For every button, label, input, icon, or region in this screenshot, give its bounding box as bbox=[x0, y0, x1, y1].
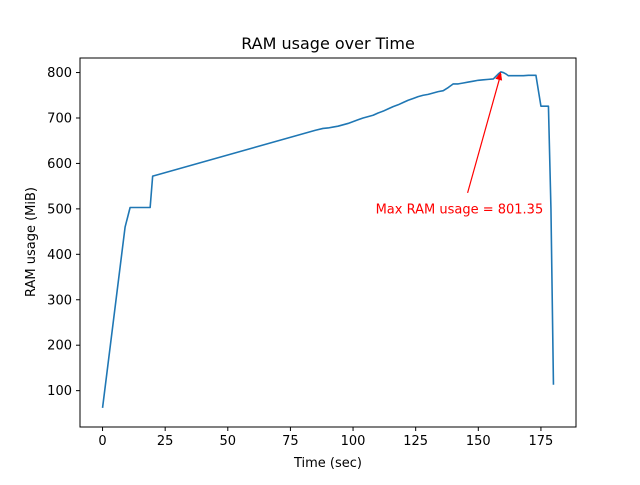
y-tick-label: 500 bbox=[47, 202, 72, 217]
x-tick-label: 125 bbox=[403, 434, 428, 449]
x-tick-label: 0 bbox=[98, 434, 106, 449]
chart-title: RAM usage over Time bbox=[241, 34, 415, 53]
y-tick-label: 700 bbox=[47, 111, 72, 126]
y-tick-label: 300 bbox=[47, 293, 72, 308]
x-tick-label: 50 bbox=[220, 434, 237, 449]
x-tick-label: 75 bbox=[282, 434, 299, 449]
x-tick-label: 100 bbox=[341, 434, 366, 449]
y-tick-label: 800 bbox=[47, 66, 72, 81]
y-tick-label: 100 bbox=[47, 384, 72, 399]
x-tick-label: 175 bbox=[529, 434, 554, 449]
annotation-label: Max RAM usage = 801.35 bbox=[376, 202, 544, 217]
ram-usage-line bbox=[101, 71, 555, 409]
y-tick-label: 200 bbox=[47, 339, 72, 354]
annotation-arrow bbox=[467, 73, 502, 194]
x-axis-label: Time (sec) bbox=[293, 456, 362, 471]
y-tick-label: 600 bbox=[47, 157, 72, 172]
x-tick-label: 150 bbox=[466, 434, 491, 449]
annotation-arrowhead bbox=[495, 71, 503, 81]
x-tick-label: 25 bbox=[157, 434, 174, 449]
y-tick-label: 400 bbox=[47, 248, 72, 263]
plot-frame bbox=[79, 57, 577, 428]
y-axis-label: RAM usage (MiB) bbox=[24, 187, 39, 297]
